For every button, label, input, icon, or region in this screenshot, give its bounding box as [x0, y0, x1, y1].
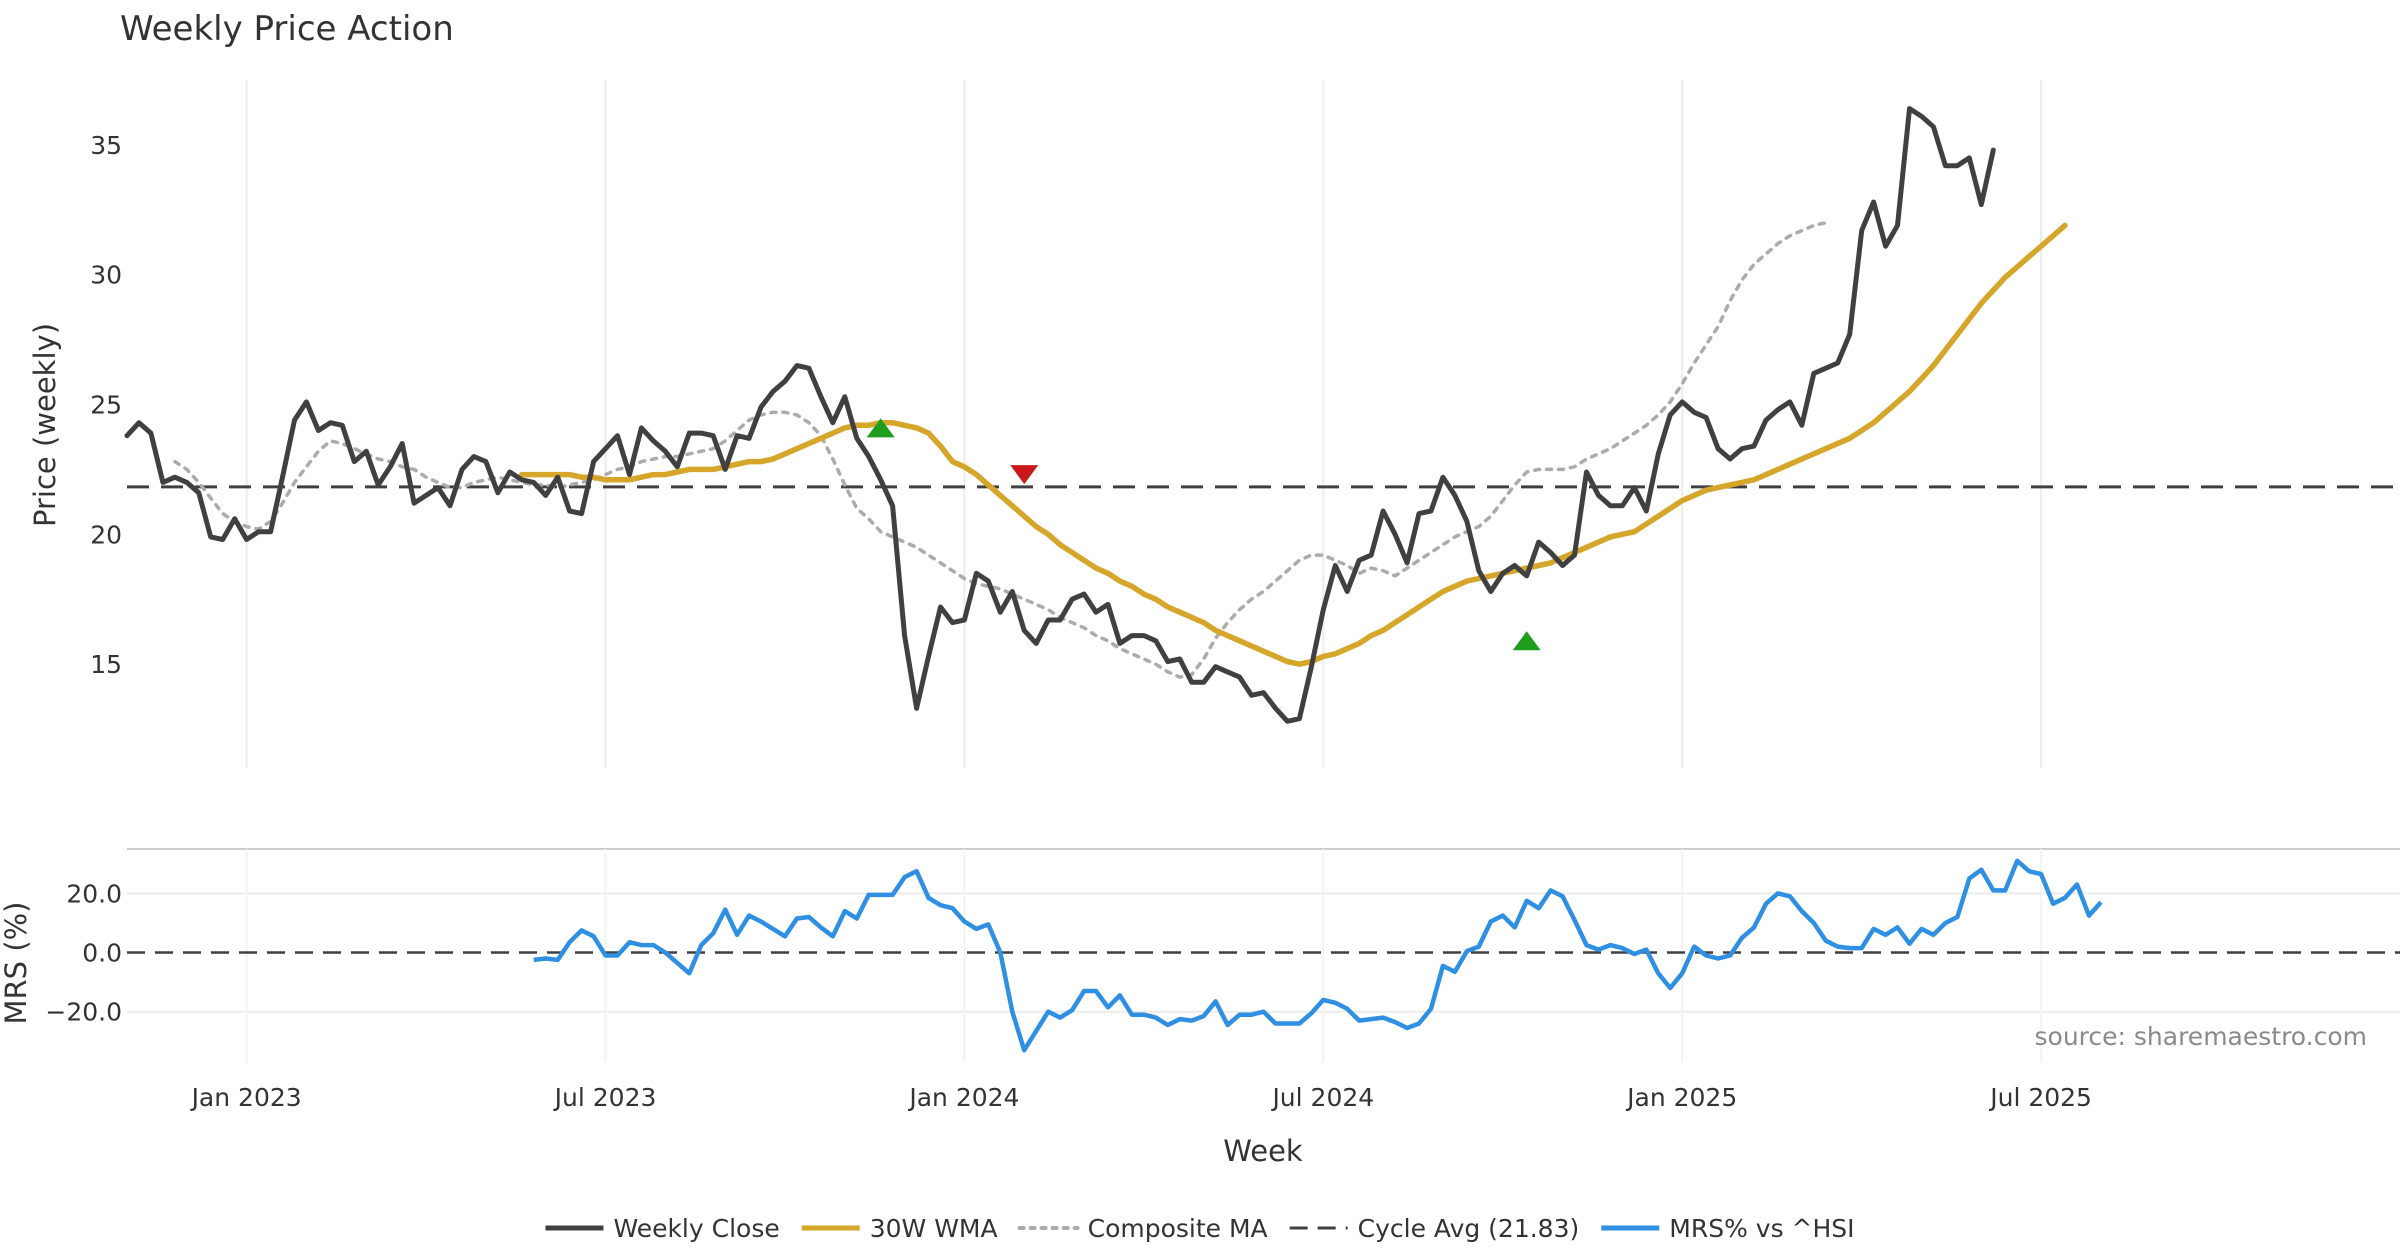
mrs-series-group [533, 858, 2103, 1053]
x-axis-ticks: Jan 2023 Jul 2023 Jan 2024 Jul 2024 Jan 2025… [190, 1083, 2092, 1112]
price-y-tick-1: 20 [90, 520, 122, 549]
x-tick-4: Jan 2025 [1625, 1083, 1737, 1112]
legend: Weekly Close 30W WMA Composite MA Cycle Avg… [545, 1214, 1855, 1243]
mrs-y-axis-label: MRS (%) [0, 902, 33, 1025]
price-y-tick-4: 35 [90, 131, 122, 160]
mrs-y-tick-1: 0.0 [82, 939, 122, 968]
series-line-weekly-close [124, 106, 1996, 724]
x-tick-0: Jan 2023 [190, 1083, 302, 1112]
x-tick-5: Jul 2025 [1988, 1083, 2092, 1112]
price-y-tick-3: 30 [90, 261, 122, 290]
mrs-y-ticks: 20.0 0.0 −20.0 [45, 879, 122, 1026]
price-y-tick-0: 15 [90, 650, 122, 679]
mrs-y-tick-2: −20.0 [45, 998, 122, 1027]
signal-markers [866, 418, 1541, 651]
price-y-ticks: 15 20 25 30 35 [90, 131, 122, 679]
legend-label-4: MRS% vs ^HSI [1669, 1214, 1854, 1243]
mrs-panel: 20.0 0.0 −20.0 MRS (%) source: sharemaestr… [0, 848, 2400, 1062]
price-series-group [124, 106, 2068, 724]
price-y-axis-label: Price (weekly) [28, 323, 62, 527]
price-gridlines [245, 80, 2043, 768]
buy-signal-marker-2 [1512, 631, 1541, 651]
buy-signal-marker-0 [866, 418, 895, 438]
series-line-composite-ma [173, 221, 1828, 679]
legend-label-0: Weekly Close [613, 1214, 779, 1243]
mrs-y-tick-0: 20.0 [66, 879, 122, 908]
price-y-tick-2: 25 [90, 391, 122, 420]
series-line-mrs [533, 858, 2103, 1053]
sell-signal-marker-1 [1010, 465, 1039, 485]
legend-label-3: Cycle Avg (21.83) [1358, 1214, 1580, 1243]
x-tick-2: Jan 2024 [907, 1083, 1019, 1112]
series-line-30w-wma [519, 222, 2068, 667]
legend-label-2: Composite MA [1088, 1214, 1268, 1243]
x-axis-label: Week [1223, 1134, 1303, 1168]
x-tick-1: Jul 2023 [553, 1083, 657, 1112]
price-panel: 15 20 25 30 35 Price (weekly) [28, 80, 2400, 768]
x-tick-3: Jul 2024 [1270, 1083, 1374, 1112]
source-label: source: sharemaestro.com [2035, 1022, 2368, 1051]
legend-label-1: 30W WMA [870, 1214, 998, 1243]
chart-title: Weekly Price Action [120, 9, 454, 49]
